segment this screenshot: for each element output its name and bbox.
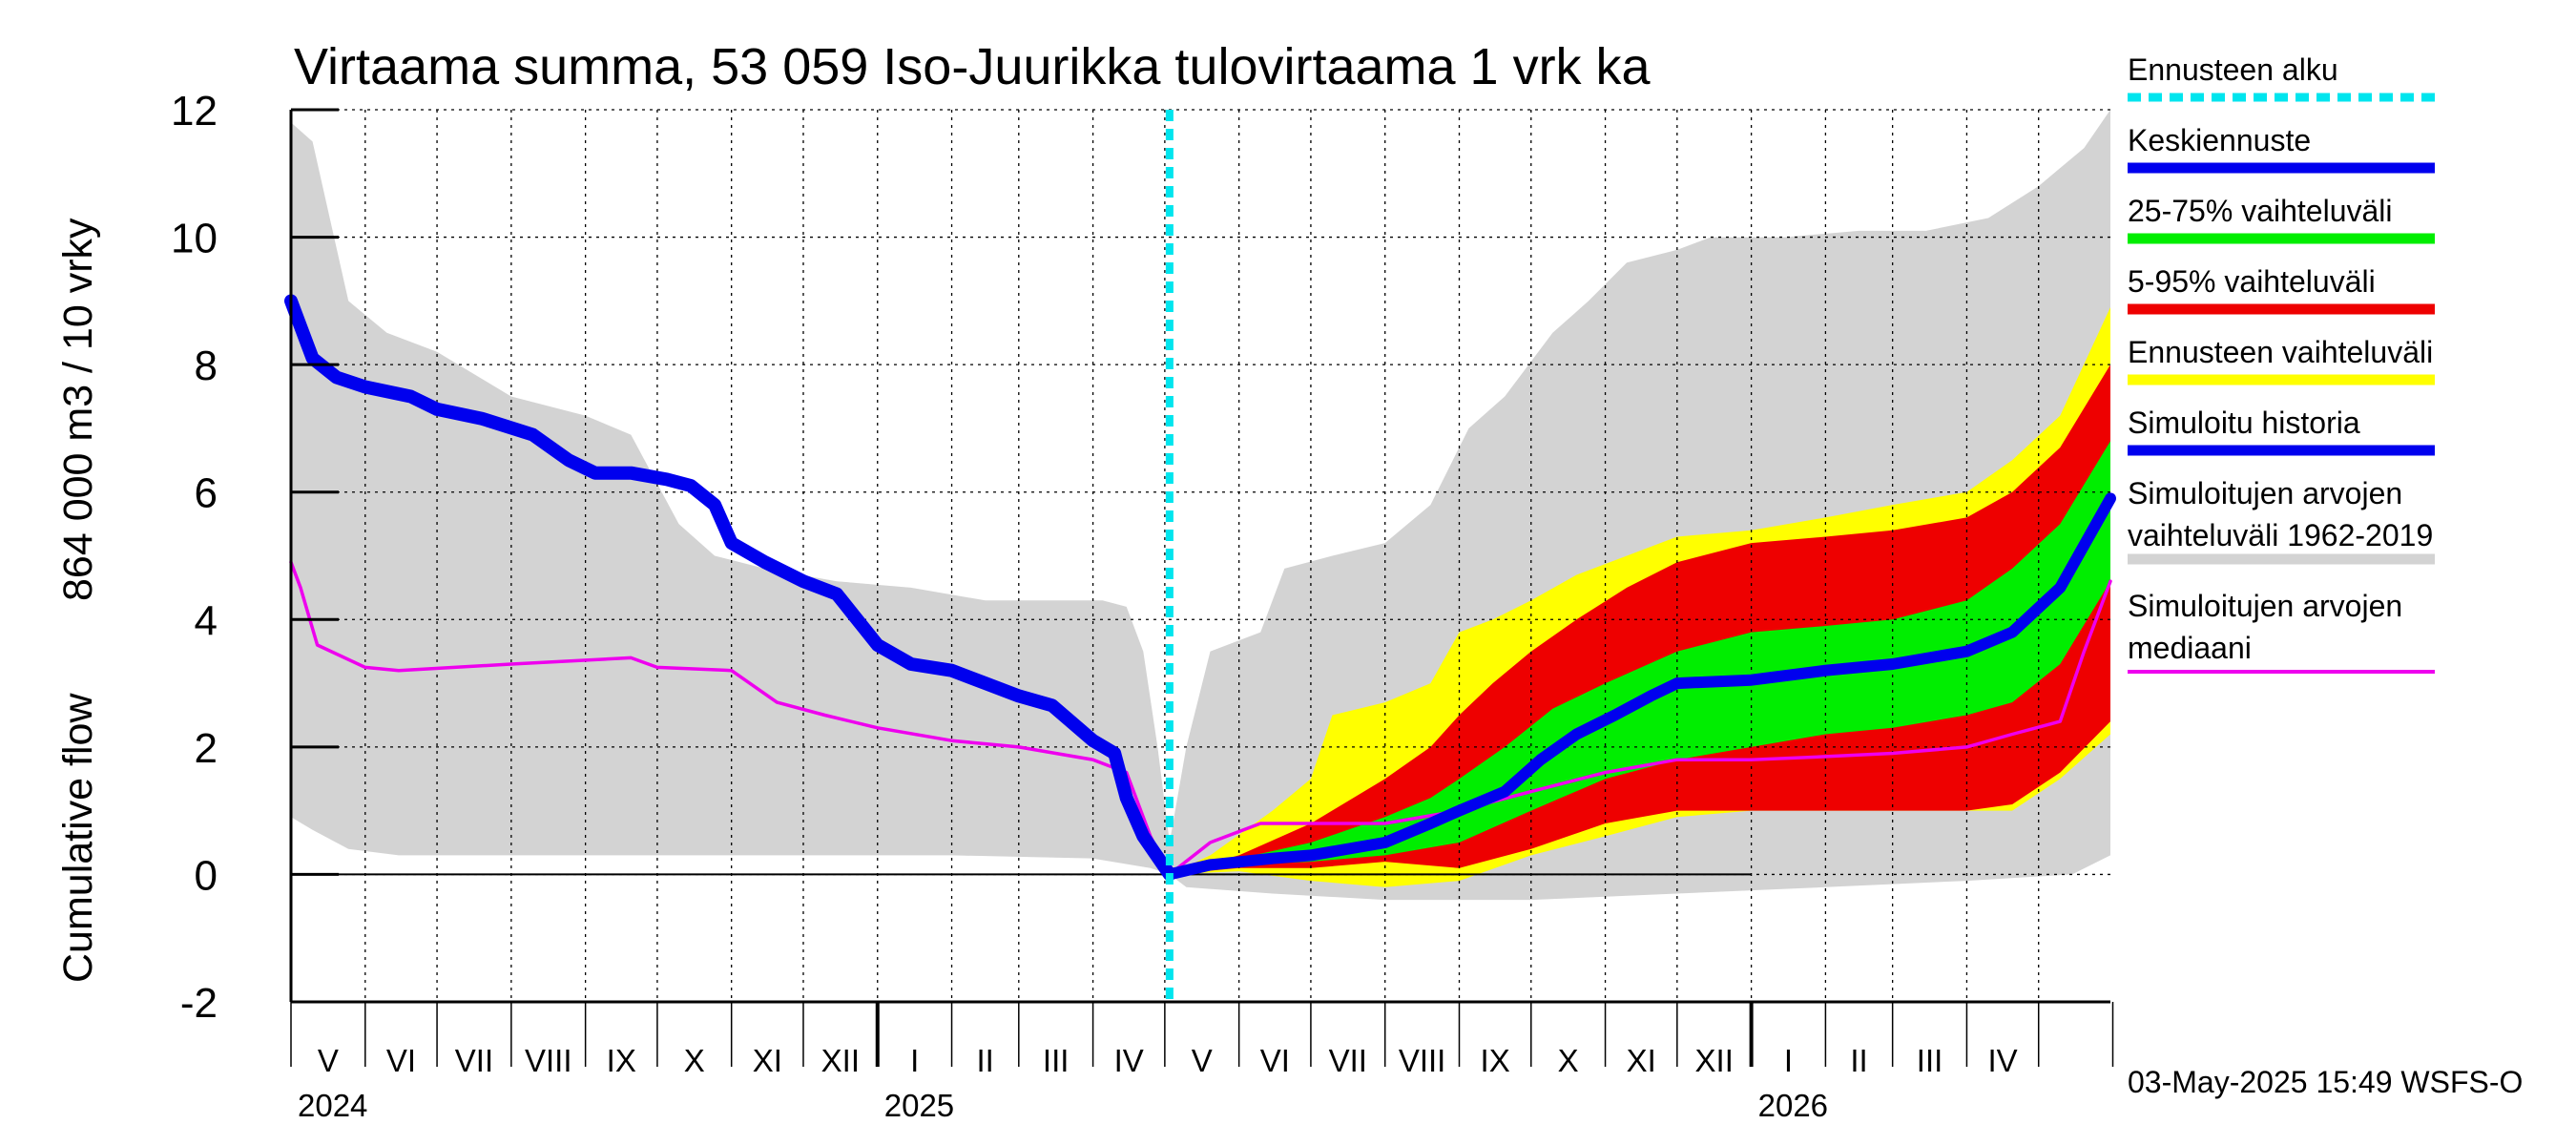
x-month-label-14: VII	[1329, 1043, 1367, 1078]
x-year-label-2025: 2025	[884, 1088, 954, 1123]
x-month-label-2: VII	[455, 1043, 493, 1078]
x-month-label-7: XII	[821, 1043, 860, 1078]
y-tick-label-1: 0	[195, 852, 218, 899]
legend-label-sim_range-line2: vaihteluväli 1962-2019	[2128, 518, 2433, 552]
y-tick-label-3: 4	[195, 597, 218, 644]
legend-label-keskiennuste: Keskiennuste	[2128, 123, 2311, 157]
x-month-label-12: V	[1192, 1043, 1213, 1078]
legend-label-p25_75: 25-75% vaihteluväli	[2128, 194, 2393, 228]
x-month-label-21: II	[1850, 1043, 1867, 1078]
x-month-label-0: V	[318, 1043, 339, 1078]
legend-label-sim_median-line2: mediaani	[2128, 631, 2252, 665]
y-tick-label-0: -2	[180, 980, 218, 1027]
x-month-label-13: VI	[1260, 1043, 1290, 1078]
y-tick-label-5: 8	[195, 343, 218, 389]
x-month-label-20: I	[1784, 1043, 1793, 1078]
y-axis-label-primary: 864 000 m3 / 10 vrky	[55, 218, 101, 601]
x-month-label-17: X	[1558, 1043, 1579, 1078]
line-simuloitu-historia	[284, 294, 1176, 882]
x-month-label-15: VIII	[1399, 1043, 1446, 1078]
y-tick-label-6: 10	[171, 216, 218, 262]
y-tick-label-7: 12	[171, 88, 218, 135]
band-p5-95	[1169, 364, 2110, 875]
grid-layer	[291, 109, 2110, 1002]
x-month-label-9: II	[976, 1043, 993, 1078]
x-year-label-2024: 2024	[298, 1088, 367, 1123]
legend-label-p5_95: 5-95% vaihteluväli	[2128, 264, 2376, 299]
legend-label-sim_range: Simuloitujen arvojen	[2128, 476, 2402, 510]
legend-label-ennusteen_alku: Ennusteen alku	[2128, 52, 2338, 87]
x-month-label-10: III	[1043, 1043, 1070, 1078]
legend-label-simuloitu_historia: Simuloitu historia	[2128, 406, 2360, 440]
x-month-label-16: IX	[1481, 1043, 1510, 1078]
y-tick-label-2: 2	[195, 725, 218, 772]
x-month-label-23: IV	[1987, 1043, 2017, 1078]
x-month-label-11: IV	[1114, 1043, 1144, 1078]
footer-timestamp: 03-May-2025 15:49 WSFS-O	[2128, 1065, 2523, 1099]
line-keskiennuste	[1163, 492, 2116, 881]
lines-layer	[284, 110, 2116, 1002]
x-month-label-18: XI	[1627, 1043, 1656, 1078]
x-month-label-3: VIII	[525, 1043, 572, 1078]
chart-title: Virtaama summa, 53 059 Iso-Juurikka tulo…	[294, 38, 1652, 95]
legend: Ennusteen alku Keskiennuste 25-75% vaihtel…	[2128, 52, 2435, 674]
y-tick-label-4: 6	[195, 470, 218, 517]
x-month-label-22: III	[1917, 1043, 1943, 1078]
bands-layer	[291, 110, 2110, 901]
x-month-label-1: VI	[386, 1043, 416, 1078]
x-year-label-2026: 2026	[1758, 1088, 1828, 1123]
legend-label-ennusteen_vaihteluvali: Ennusteen vaihteluväli	[2128, 335, 2433, 369]
x-month-label-8: I	[910, 1043, 919, 1078]
y-axis-label-secondary: Cumulative flow	[55, 693, 101, 983]
x-month-label-6: XI	[753, 1043, 782, 1078]
x-month-label-19: XII	[1695, 1043, 1734, 1078]
legend-label-sim_median: Simuloitujen arvojen	[2128, 589, 2402, 623]
x-month-label-5: X	[684, 1043, 705, 1078]
x-month-label-4: IX	[607, 1043, 636, 1078]
